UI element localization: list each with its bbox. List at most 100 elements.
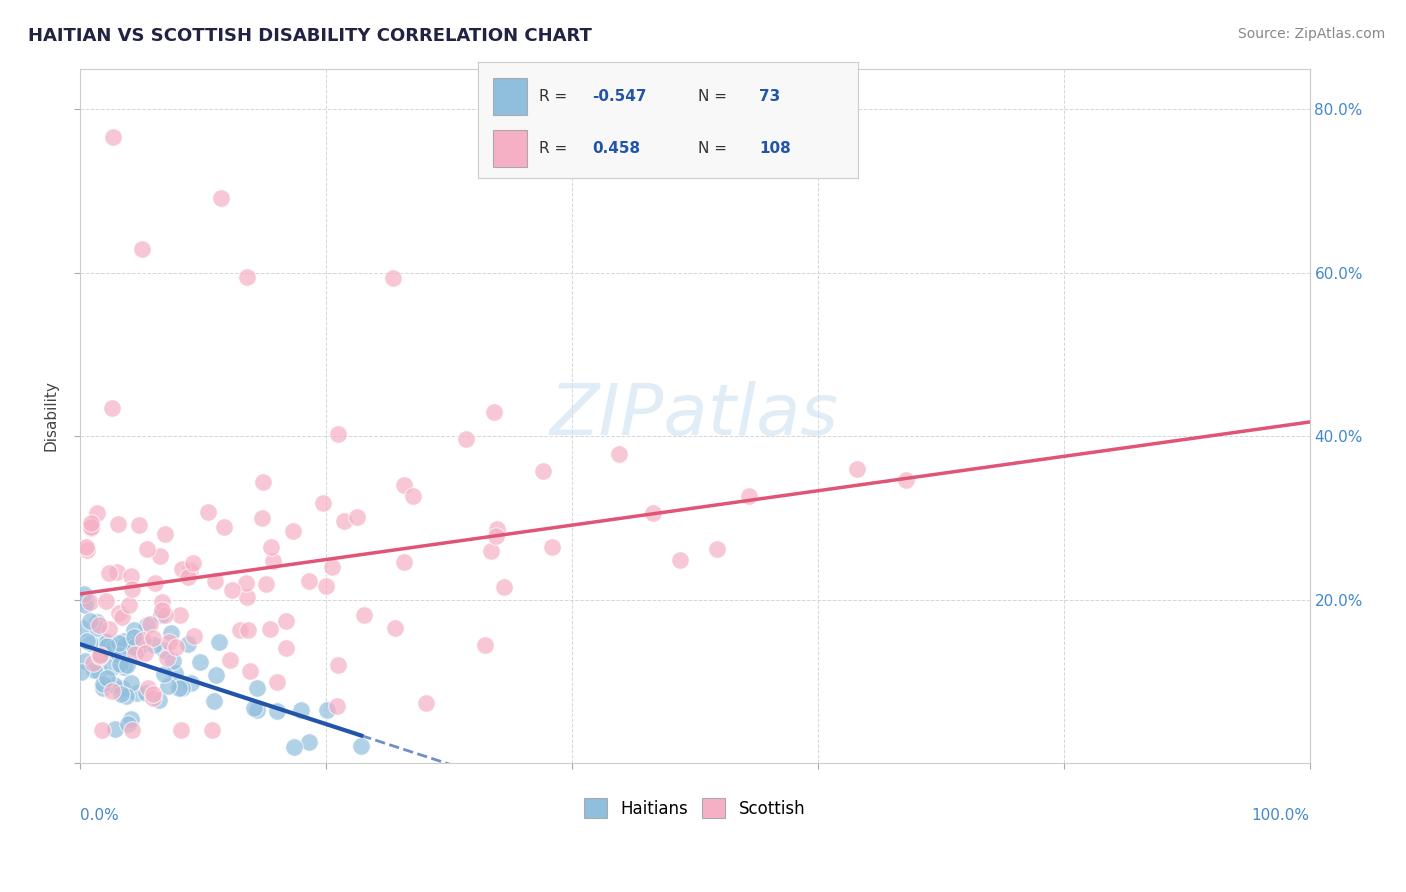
Text: 108: 108 xyxy=(759,141,790,156)
Point xyxy=(315,579,337,593)
Point xyxy=(70,621,93,635)
Point xyxy=(108,636,131,650)
Point xyxy=(290,703,312,717)
Point xyxy=(124,647,146,661)
Point xyxy=(212,520,235,534)
Point xyxy=(135,686,157,700)
Point xyxy=(112,634,135,648)
Point xyxy=(415,696,437,710)
Point xyxy=(246,681,269,695)
Point xyxy=(108,606,131,620)
Point xyxy=(87,664,110,678)
Point xyxy=(145,575,167,590)
Point xyxy=(274,615,297,629)
Point xyxy=(328,657,350,672)
Point xyxy=(531,464,554,478)
Point xyxy=(82,656,104,670)
Point xyxy=(121,723,143,738)
Point xyxy=(125,686,148,700)
Point xyxy=(229,623,252,637)
Point xyxy=(197,505,219,519)
Point xyxy=(73,598,96,612)
Point xyxy=(281,524,304,538)
Point xyxy=(142,687,165,701)
Point xyxy=(120,676,142,690)
Point xyxy=(75,540,97,554)
Point xyxy=(239,665,262,679)
Point xyxy=(235,590,257,604)
Point xyxy=(75,594,97,608)
Point xyxy=(204,574,226,588)
Point xyxy=(170,562,193,576)
Point xyxy=(152,643,174,657)
Text: R =: R = xyxy=(538,141,572,156)
Point xyxy=(298,574,321,589)
Point xyxy=(643,506,665,520)
Point xyxy=(103,646,125,660)
Point xyxy=(117,599,139,613)
Point xyxy=(163,665,186,680)
Point xyxy=(108,657,131,671)
Point xyxy=(142,631,165,645)
Point xyxy=(120,712,142,726)
Point xyxy=(136,542,159,557)
Text: 73: 73 xyxy=(759,88,780,103)
Point xyxy=(76,543,98,558)
Point xyxy=(86,506,108,520)
Point xyxy=(326,426,349,441)
Point xyxy=(139,616,162,631)
Point xyxy=(100,660,122,674)
Point xyxy=(188,655,211,669)
Point xyxy=(79,614,101,628)
Point xyxy=(150,608,173,623)
Point xyxy=(101,130,124,145)
Point xyxy=(142,690,165,705)
Point xyxy=(91,681,114,695)
Point xyxy=(70,665,93,680)
Point xyxy=(181,556,204,570)
Point xyxy=(326,698,349,713)
Point xyxy=(153,526,176,541)
Point xyxy=(332,514,354,528)
Point xyxy=(669,553,692,567)
Point xyxy=(283,739,305,754)
Point xyxy=(208,635,231,649)
Point xyxy=(894,473,917,487)
Point xyxy=(131,637,153,651)
Point xyxy=(266,675,288,690)
Point xyxy=(235,575,257,590)
Point xyxy=(101,684,124,698)
Point xyxy=(160,626,183,640)
Point xyxy=(124,623,146,637)
Point xyxy=(177,570,200,584)
Point xyxy=(136,681,159,695)
Point xyxy=(454,432,477,446)
Point xyxy=(381,271,404,285)
Point xyxy=(298,735,321,749)
Point xyxy=(180,676,202,690)
Point xyxy=(150,595,173,609)
Point xyxy=(401,489,423,503)
Point xyxy=(492,580,515,594)
Text: -0.547: -0.547 xyxy=(592,88,647,103)
Point xyxy=(122,640,145,655)
Point xyxy=(259,623,281,637)
Point xyxy=(738,489,761,503)
Text: ZIPatlas: ZIPatlas xyxy=(550,381,839,450)
Point xyxy=(394,555,416,569)
Point xyxy=(176,637,198,651)
Point xyxy=(474,638,496,652)
Legend: Haitians, Scottish: Haitians, Scottish xyxy=(578,792,811,824)
Point xyxy=(157,635,180,649)
Point xyxy=(86,621,108,635)
Point xyxy=(202,694,225,708)
Text: 0.0%: 0.0% xyxy=(80,808,118,823)
Point xyxy=(91,723,114,738)
Point xyxy=(274,641,297,656)
Point xyxy=(79,595,101,609)
Point xyxy=(115,689,138,703)
Point xyxy=(384,621,406,635)
Point xyxy=(97,566,120,580)
Point xyxy=(156,650,179,665)
Y-axis label: Disability: Disability xyxy=(44,380,58,451)
